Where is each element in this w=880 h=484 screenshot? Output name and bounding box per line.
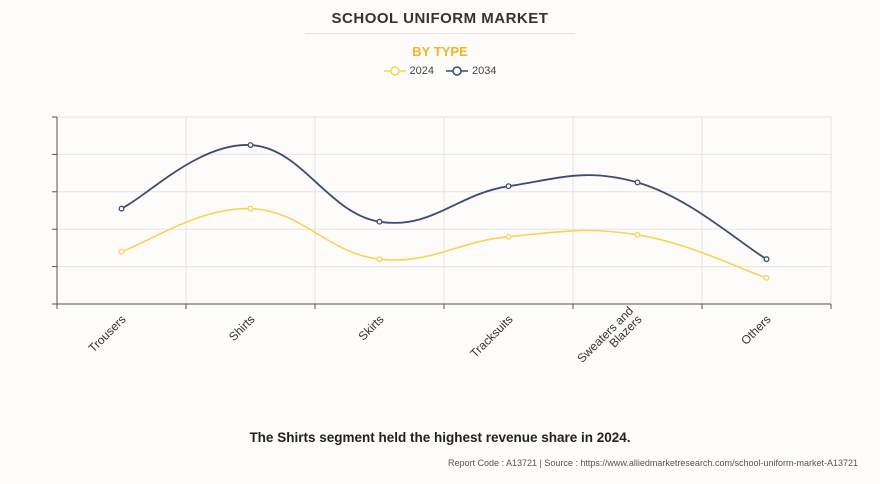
data-point-2034-3 [505, 183, 512, 190]
source-note: Report Code : A13721 | Source : https://… [447, 458, 858, 468]
data-point-2024-0 [118, 248, 125, 255]
series-line-2024 [121, 207, 767, 279]
legend-marker-2034 [446, 66, 468, 76]
data-point-2024-3 [505, 233, 512, 240]
line-chart: Trousers Shirts Skirts Tracksuits Sweaters a… [52, 116, 832, 374]
data-point-2024-2 [376, 256, 383, 263]
x-tick-label-line: Others [738, 312, 773, 347]
x-tick-label-line: Skirts [356, 312, 387, 343]
x-tick-label-line: Tracksuits [467, 312, 515, 360]
legend-marker-2024 [383, 66, 406, 76]
x-tick-label: Others [738, 312, 773, 347]
x-tick-label-line: Shirts [226, 312, 258, 344]
data-point-2034-2 [376, 218, 383, 225]
x-tick-label: Sweaters andBlazers [574, 304, 644, 374]
legend-label-2034: 2034 [472, 65, 497, 77]
data-point-2034-4 [634, 179, 641, 186]
chart-subtitle: BY TYPE [412, 44, 468, 59]
title-divider [305, 33, 575, 34]
chart-legend: 2024 2034 [0, 65, 880, 77]
legend-label-2024: 2024 [409, 65, 434, 77]
legend-item-2034[interactable]: 2034 [446, 65, 496, 77]
chart-title: SCHOOL UNIFORM MARKET [331, 10, 549, 27]
series-line-2034 [121, 144, 767, 260]
x-tick-label: Trousers [86, 312, 129, 355]
x-tick-label-line: Trousers [86, 312, 129, 355]
data-point-2034-0 [118, 205, 125, 212]
data-point-2024-1 [247, 205, 254, 212]
x-tick-label: Skirts [356, 312, 387, 343]
data-point-2024-4 [634, 231, 641, 238]
x-tick-label: Tracksuits [467, 312, 515, 360]
chart-caption: The Shirts segment held the highest reve… [249, 430, 631, 445]
legend-item-2024[interactable]: 2024 [383, 65, 434, 77]
data-point-2034-1 [247, 142, 254, 148]
x-tick-label: Shirts [226, 312, 258, 344]
data-point-2024-5 [763, 274, 770, 281]
data-point-2034-5 [763, 256, 770, 263]
